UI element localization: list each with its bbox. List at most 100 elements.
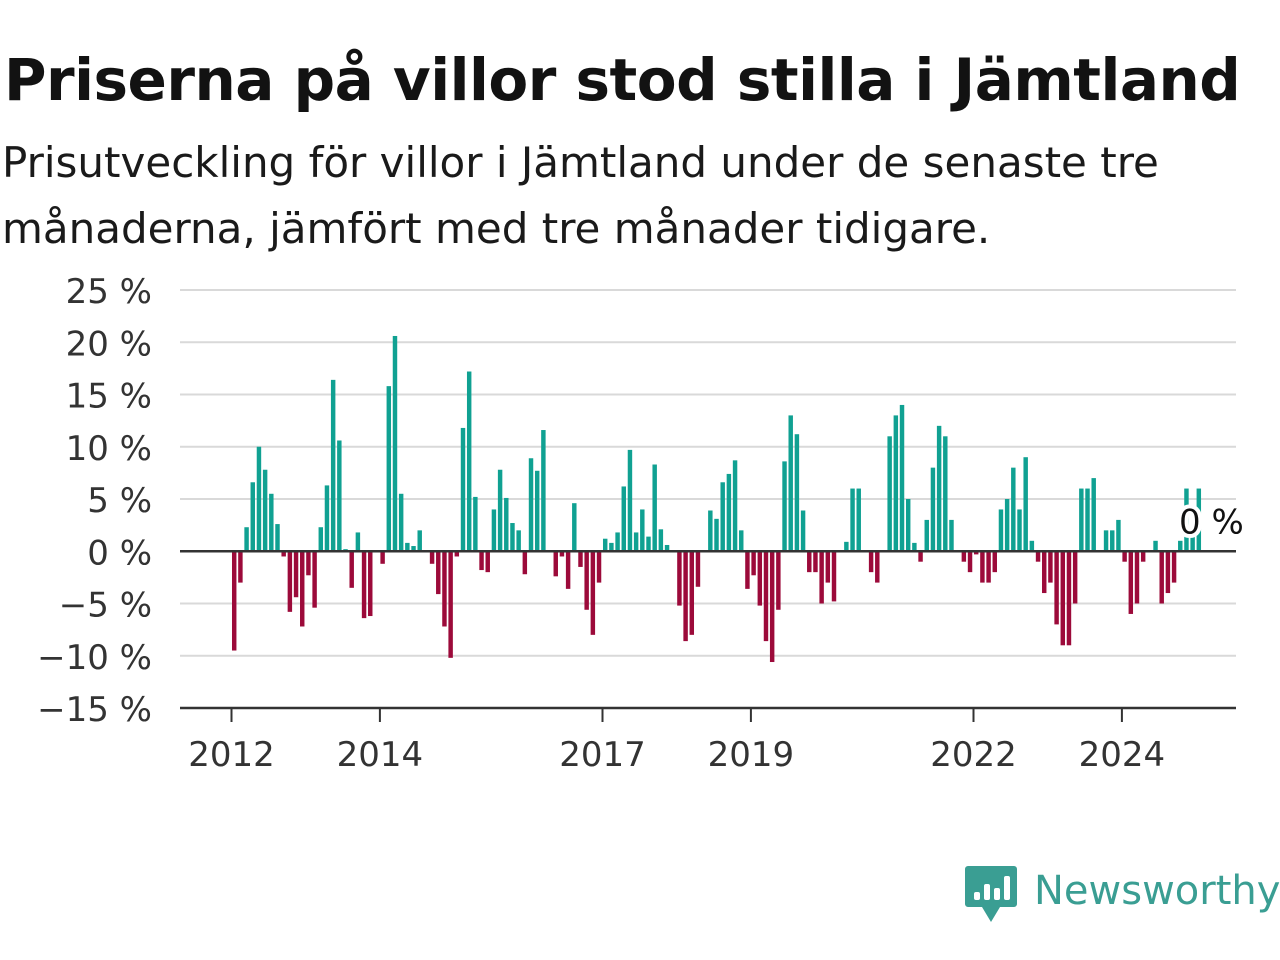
bar xyxy=(949,519,954,552)
bar xyxy=(912,542,917,552)
bar xyxy=(899,404,905,552)
bar xyxy=(361,551,367,619)
bar xyxy=(1011,467,1016,552)
bar xyxy=(380,551,385,564)
bar xyxy=(244,527,249,552)
bar xyxy=(646,536,651,552)
bar xyxy=(751,551,756,576)
y-tick-label: −15 % xyxy=(37,690,152,730)
bar xyxy=(584,551,589,610)
bar-series xyxy=(231,335,1202,663)
bar xyxy=(300,551,305,627)
bar xyxy=(658,529,664,552)
bar xyxy=(256,446,262,552)
bar xyxy=(368,551,373,617)
bar xyxy=(807,551,812,573)
bar xyxy=(411,546,416,552)
y-tick-label: 20 % xyxy=(66,324,152,364)
bar xyxy=(516,530,521,552)
bar xyxy=(918,551,923,562)
labels: 25 % 20 % 15 % 10 % 5 % 0 % −5 % −10 % −15 % 2012… xyxy=(37,272,1248,775)
y-tick-label: 15 % xyxy=(66,377,152,417)
bar xyxy=(689,551,695,635)
bar xyxy=(1128,551,1134,614)
bar xyxy=(590,551,596,635)
bar xyxy=(504,497,509,552)
brand-name: Newsworthy xyxy=(1034,868,1280,914)
bar xyxy=(553,551,558,577)
bar xyxy=(739,530,744,552)
y-tick-label: 5 % xyxy=(87,481,152,521)
x-tick-label: 2022 xyxy=(930,735,1017,775)
bar xyxy=(998,509,1004,552)
bar xyxy=(510,523,515,552)
y-tick-label: 10 % xyxy=(66,429,152,469)
bar xyxy=(473,496,478,552)
bar xyxy=(1079,488,1084,552)
bar xyxy=(757,551,763,606)
bar xyxy=(1029,540,1035,552)
bar xyxy=(541,430,546,552)
bar xyxy=(875,551,880,583)
bar xyxy=(442,551,447,627)
bar xyxy=(386,386,392,552)
bar xyxy=(844,541,849,552)
bar xyxy=(281,551,286,557)
end-value-label: 0 % xyxy=(1179,502,1244,542)
bar xyxy=(485,551,490,573)
chart-subtitle: Prisutveckling för villor i Jämtland und… xyxy=(2,138,1159,253)
bar xyxy=(943,436,948,552)
bar xyxy=(633,532,639,552)
bar xyxy=(405,542,410,552)
bar xyxy=(677,551,682,606)
bar xyxy=(1196,488,1202,552)
bar xyxy=(466,371,472,552)
bar xyxy=(1116,519,1121,552)
bar xyxy=(868,551,874,573)
bar xyxy=(782,461,787,552)
x-tick-label: 2014 xyxy=(337,735,424,775)
bar xyxy=(825,551,831,583)
bar xyxy=(794,434,800,552)
bar xyxy=(1048,551,1053,583)
bar xyxy=(1091,478,1096,552)
bar xyxy=(429,551,435,564)
bar xyxy=(559,551,565,557)
bar xyxy=(337,440,342,552)
bar xyxy=(627,449,633,552)
bar xyxy=(1122,551,1127,562)
bar xyxy=(887,436,892,552)
bar xyxy=(708,510,713,552)
bar xyxy=(1042,551,1047,594)
bar xyxy=(1085,488,1090,552)
bar xyxy=(1004,499,1010,552)
chart-title: Priserna på villor stod stilla i Jämtlan… xyxy=(4,46,1241,114)
bar xyxy=(973,551,979,555)
bar xyxy=(293,551,299,598)
bar xyxy=(572,503,577,552)
bar xyxy=(776,551,781,610)
bar xyxy=(306,551,311,576)
bar xyxy=(497,469,503,552)
bar xyxy=(460,427,466,552)
bar xyxy=(813,551,818,573)
bar xyxy=(330,379,336,552)
bar xyxy=(349,551,354,588)
bar xyxy=(893,415,899,552)
bar xyxy=(324,485,330,552)
bar xyxy=(905,499,911,552)
newsworthy-brand: Newsworthy xyxy=(964,864,1280,924)
x-tick-label: 2019 xyxy=(708,735,795,775)
bar xyxy=(640,509,645,552)
bar xyxy=(1023,457,1028,552)
bar xyxy=(392,335,398,552)
bar xyxy=(522,551,528,575)
bar xyxy=(850,488,855,552)
bar xyxy=(856,488,861,552)
bar xyxy=(312,551,317,608)
bar xyxy=(1035,551,1041,562)
bar xyxy=(1165,551,1171,594)
bar xyxy=(528,458,534,552)
bar xyxy=(986,551,991,583)
bar xyxy=(287,551,293,612)
